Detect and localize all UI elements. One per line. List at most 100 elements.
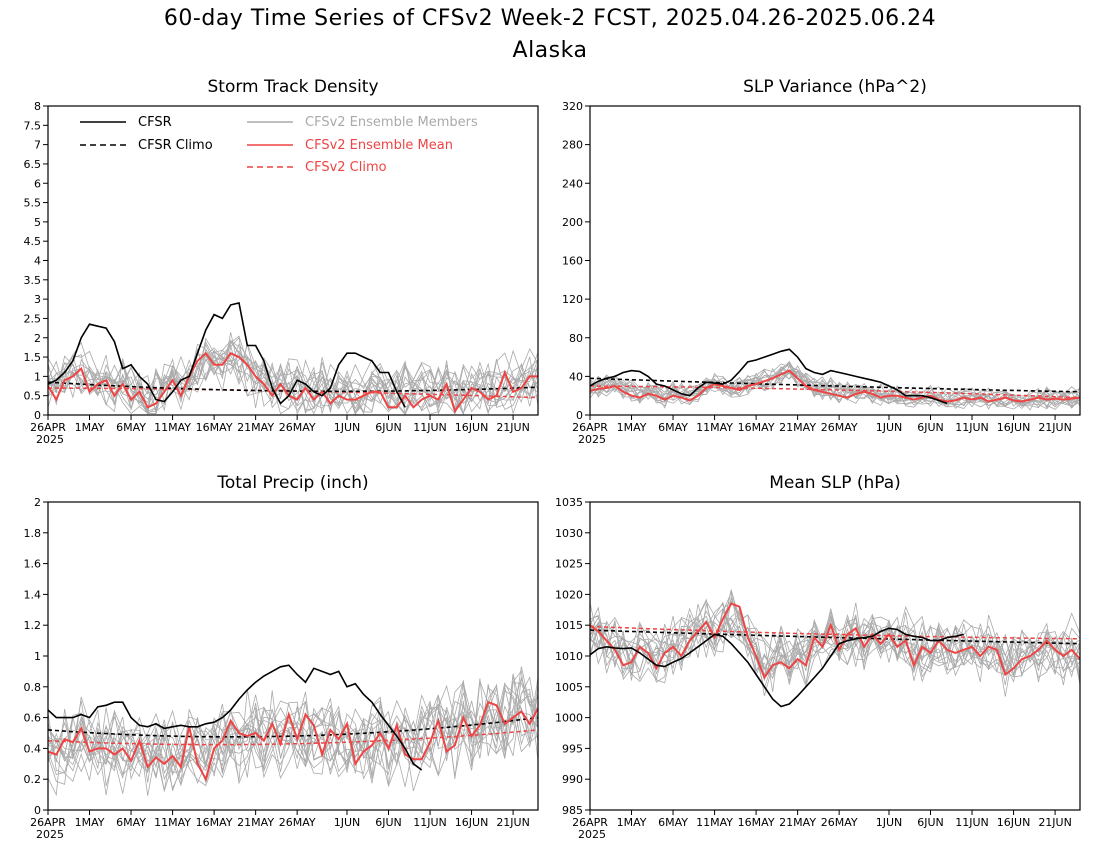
slp-variance-title: SLP Variance (hPa^2) <box>743 77 927 97</box>
storm-track-density-y-tick-label: 4.5 <box>24 235 42 248</box>
total-precip-cfsr-climo-line <box>48 716 538 738</box>
mean-slp-y-tick-label: 1020 <box>555 588 583 601</box>
slp-variance-x-tick-label: 11JUN <box>955 421 989 434</box>
storm-track-density-y-tick-label: 2.5 <box>24 312 42 325</box>
mean-slp-y-tick-label: 1010 <box>555 650 583 663</box>
storm-track-density-y-tick-label: 2 <box>34 332 41 345</box>
storm-track-density-ensemble-member-line <box>48 341 538 415</box>
slp-variance-y-tick-label: 320 <box>562 100 583 113</box>
storm-track-density-x-tick-label: 1JUN <box>334 421 361 434</box>
total-precip-panel: Total Precip (inch) 0 0.2 0.4 0.6 0.8 1 1.2 1.4 1… <box>24 473 539 841</box>
mean-slp-frame <box>589 501 1081 811</box>
storm-track-density-y-tick-label: 7.5 <box>24 119 42 132</box>
mean-slp-y-tick-label: 1025 <box>555 558 583 571</box>
mean-slp-x-tick-label: 21JUN <box>1038 816 1072 829</box>
slp-variance-x-tick-label: 6MAY <box>658 421 688 434</box>
figure-subtitle: Alaska <box>513 38 588 63</box>
storm-track-density-x-tick-label: 26APR <box>30 421 66 434</box>
storm-track-density-y-tick-label: 6 <box>34 177 41 190</box>
mean-slp-title: Mean SLP (hPa) <box>769 473 901 493</box>
storm-track-density-y-tick-label: 1 <box>34 370 41 383</box>
mean-slp-x-tick-label: 21MAY <box>779 816 816 829</box>
legend-cfsr-label: CFSR <box>138 115 172 130</box>
storm-track-density-y-tick-label: 7 <box>34 139 41 152</box>
storm-track-density-x-tick-label: 16JUN <box>455 421 489 434</box>
slp-variance-ensemble-member-line <box>590 365 1080 407</box>
legend-cfsv2-climo-label: CFSv2 Climo <box>305 160 387 175</box>
storm-track-density-x-tick-label: 26MAY <box>279 421 316 434</box>
slp-variance-cfsr-climo-line <box>590 377 1080 393</box>
total-precip-y-tick-label: 1.4 <box>24 588 42 601</box>
mean-slp-x-tick-label: 16JUN <box>997 816 1031 829</box>
slp-variance-x-tick-label: 1MAY <box>617 421 647 434</box>
storm-track-density-x-tick-label: 6JUN <box>375 421 402 434</box>
storm-track-density-y-tick-label: 1.5 <box>24 351 42 364</box>
total-precip-y-tick-label: 1.6 <box>24 558 42 571</box>
total-precip-year-label: 2025 <box>36 828 64 841</box>
storm-track-density-y-tick-label: 0 <box>34 409 41 422</box>
slp-variance-y-tick-label: 280 <box>562 139 583 152</box>
slp-variance-x-tick-label: 21MAY <box>779 421 816 434</box>
total-precip-x-tick-label: 6JUN <box>375 816 402 829</box>
slp-variance-x-tick-label: 26MAY <box>821 421 858 434</box>
total-precip-x-tick-label: 26MAY <box>279 816 316 829</box>
legend-ensemble-mean-label: CFSv2 Ensemble Mean <box>305 138 453 153</box>
total-precip-y-tick-label: 2 <box>34 496 41 509</box>
legend: CFSR CFSR Climo CFSv2 Ensemble Members CFSv… <box>80 115 478 175</box>
total-precip-y-tick-label: 0.4 <box>24 742 42 755</box>
storm-track-density-cfsr-line <box>48 302 406 408</box>
mean-slp-x-tick-label: 16MAY <box>738 816 775 829</box>
mean-slp-x-tick-label: 26APR <box>572 816 608 829</box>
mean-slp-cfsv2-climo-line <box>590 625 1080 640</box>
mean-slp-y-tick-label: 1035 <box>555 496 583 509</box>
mean-slp-y-tick-label: 1030 <box>555 527 583 540</box>
total-precip-x-tick-label: 1JUN <box>334 816 361 829</box>
slp-variance-y-tick-label: 40 <box>569 370 583 383</box>
slp-variance-cfsv2-climo-line <box>590 385 1080 399</box>
mean-slp-panel: Mean SLP (hPa) 985 990 995 1000 1005 1010 1015 1… <box>555 473 1081 841</box>
slp-variance-ensemble-mean-line <box>590 369 1080 403</box>
total-precip-x-tick-label: 11JUN <box>413 816 447 829</box>
total-precip-x-tick-label: 1MAY <box>75 816 105 829</box>
storm-track-density-y-tick-label: 0.5 <box>24 390 42 403</box>
mean-slp-y-tick-label: 1005 <box>555 681 583 694</box>
total-precip-ensemble-member-line <box>48 676 538 793</box>
slp-variance-y-tick-label: 160 <box>562 255 583 268</box>
slp-variance-ensemble-member-line <box>590 368 1080 410</box>
mean-slp-x-tick-label: 1JUN <box>876 816 903 829</box>
mean-slp-ensemble-member-line <box>590 598 1080 692</box>
mean-slp-x-tick-label: 6MAY <box>658 816 688 829</box>
storm-track-density-frame <box>47 105 539 416</box>
mean-slp-ensemble-mean-line <box>590 602 1080 680</box>
storm-track-density-x-tick-label: 11JUN <box>413 421 447 434</box>
total-precip-y-tick-label: 0.2 <box>24 773 42 786</box>
slp-variance-x-tick-label: 1JUN <box>876 421 903 434</box>
storm-track-density-ensemble-member-line <box>48 341 538 412</box>
storm-track-density-x-tick-label: 21MAY <box>237 421 274 434</box>
mean-slp-ensemble-member-line <box>590 591 1080 679</box>
total-precip-ensemble-member-line <box>48 684 538 797</box>
slp-variance-y-tick-label: 240 <box>562 177 583 190</box>
mean-slp-y-tick-label: 985 <box>562 804 583 817</box>
total-precip-x-tick-label: 11MAY <box>154 816 191 829</box>
total-precip-x-tick-label: 21JUN <box>496 816 530 829</box>
mean-slp-ensemble-member-line <box>590 601 1080 690</box>
storm-track-density-y-tick-label: 8 <box>34 100 41 113</box>
storm-track-density-x-tick-label: 1MAY <box>75 421 105 434</box>
total-precip-ensemble-member-line <box>48 673 538 787</box>
slp-variance-x-tick-label: 11MAY <box>696 421 733 434</box>
mean-slp-x-tick-label: 11MAY <box>696 816 733 829</box>
storm-track-density-y-tick-label: 3.5 <box>24 274 42 287</box>
storm-track-density-x-tick-label: 6MAY <box>116 421 146 434</box>
total-precip-y-tick-label: 0.6 <box>24 712 42 725</box>
storm-track-density-ensemble-member-line <box>48 339 538 415</box>
total-precip-y-tick-label: 1 <box>34 650 41 663</box>
total-precip-frame <box>47 501 539 811</box>
storm-track-density-title: Storm Track Density <box>207 77 378 97</box>
total-precip-ensemble-member-line <box>48 676 538 791</box>
storm-track-density-x-tick-label: 21JUN <box>496 421 530 434</box>
storm-track-density-y-tick-label: 6.5 <box>24 158 42 171</box>
storm-track-density-x-tick-label: 16MAY <box>196 421 233 434</box>
storm-track-density-y-tick-label: 3 <box>34 293 41 306</box>
